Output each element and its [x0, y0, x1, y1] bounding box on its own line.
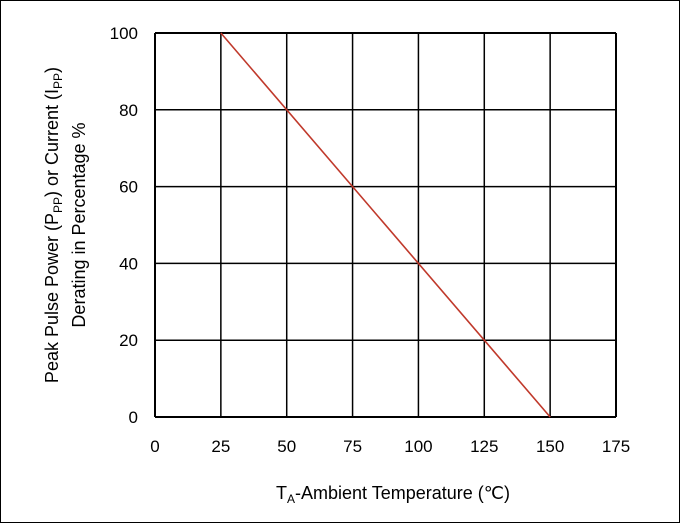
x-tick-label: 125	[470, 437, 498, 456]
y-tick-label: 0	[129, 408, 138, 427]
y-tick-labels: 0 20 40 60 80 100	[110, 24, 138, 427]
y-tick-label: 100	[110, 24, 138, 43]
y-tick-label: 80	[119, 101, 138, 120]
y-tick-label: 40	[119, 254, 138, 273]
x-tick-label: 25	[211, 437, 230, 456]
x-tick-labels: 0 25 50 75 100 125 150 175	[150, 437, 630, 456]
x-tick-label: 75	[343, 437, 362, 456]
y-axis-label-line1: Peak Pulse Power (PPP) or Current (IPP)	[42, 67, 65, 383]
grid-lines	[154, 32, 617, 418]
y-axis-label: Peak Pulse Power (PPP) or Current (IPP) …	[42, 67, 89, 383]
x-tick-label: 150	[536, 437, 564, 456]
x-tick-label: 175	[602, 437, 630, 456]
x-tick-label: 50	[277, 437, 296, 456]
x-tick-label: 0	[150, 437, 159, 456]
y-axis-label-line2: Derating in Percentage %	[69, 122, 89, 327]
x-tick-label: 100	[404, 437, 432, 456]
derating-series-line	[220, 32, 551, 418]
series-layer	[220, 32, 551, 418]
y-tick-label: 60	[119, 178, 138, 197]
x-axis-label: TA-Ambient Temperature (℃)	[276, 483, 510, 506]
y-tick-label: 20	[119, 331, 138, 350]
